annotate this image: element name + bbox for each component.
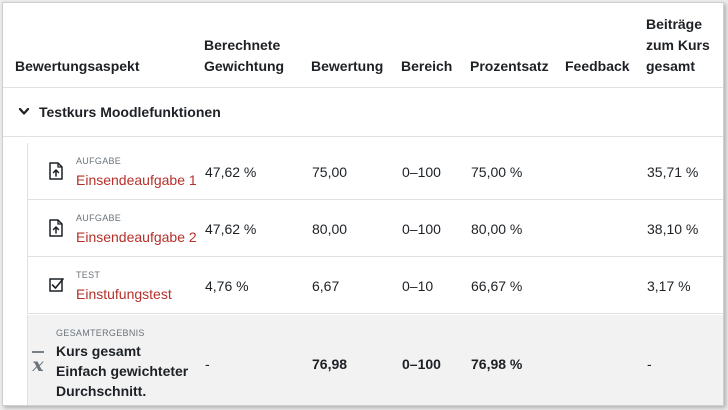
header-contribution: Beiträge zum Kurs gesamt [646, 14, 710, 77]
item-link[interactable]: Einstufungstest [76, 286, 172, 302]
total-type: GESAMTERGEBNIS [56, 328, 145, 338]
cell-percentage: 66,67 % [471, 278, 523, 294]
cell-grade: 80,00 [312, 221, 348, 237]
cell-grade: 6,67 [312, 278, 340, 294]
total-weight: - [205, 356, 210, 372]
item-link[interactable]: Einsendeaufgabe 1 [76, 172, 197, 188]
cell-range: 0–10 [402, 278, 434, 294]
quiz-checkbox-icon [49, 278, 64, 292]
total-contribution: - [647, 356, 652, 372]
cell-range: 0–100 [402, 164, 441, 180]
header-contribution-line1: Beiträge [646, 16, 703, 32]
cell-weight: 4,76 % [205, 278, 249, 294]
svg-text:x: x [31, 354, 44, 375]
header-item: Bewertungsaspekt [15, 58, 140, 74]
item-type: AUFGABE [76, 156, 122, 166]
item-link[interactable]: Einsendeaufgabe 2 [76, 229, 197, 245]
grade-report-table: Bewertungsaspekt Berechnete Gewichtung B… [2, 2, 724, 406]
header-grade: Bewertung [311, 58, 384, 74]
header-range: Bereich [401, 58, 453, 74]
table-header: Bewertungsaspekt Berechnete Gewichtung B… [3, 3, 723, 88]
mean-x-bar-icon: x [31, 351, 44, 375]
assignment-icon [49, 219, 63, 237]
header-weight-line2: Gewichtung [204, 58, 285, 74]
total-percentage: 76,98 % [471, 356, 523, 372]
category-row[interactable]: Testkurs Moodlefunktionen [3, 88, 723, 137]
header-contribution-line2: zum Kurs [646, 37, 710, 53]
total-name: Kurs gesamt [56, 343, 141, 359]
table-row: TEST Einstufungstest 4,76 % 6,67 0–10 66… [27, 257, 723, 314]
table-row: AUFGABE Einsendeaufgabe 2 47,62 % 80,00 … [27, 200, 723, 257]
cell-weight: 47,62 % [205, 164, 257, 180]
cell-percentage: 75,00 % [471, 164, 523, 180]
cell-contribution: 38,10 % [647, 221, 699, 237]
total-method-line2: Durchschnitt. [56, 383, 147, 399]
assignment-icon [49, 162, 63, 180]
category-name: Testkurs Moodlefunktionen [39, 104, 221, 120]
item-type: AUFGABE [76, 213, 122, 223]
header-weight-line1: Berechnete [204, 37, 281, 53]
total-grade: 76,98 [312, 356, 348, 372]
total-method-line1: Einfach gewichteter [56, 363, 189, 379]
cell-contribution: 3,17 % [647, 278, 691, 294]
header-weight: Berechnete Gewichtung [204, 35, 284, 77]
cell-contribution: 35,71 % [647, 164, 699, 180]
chevron-down-icon[interactable] [17, 104, 31, 118]
cell-grade: 75,00 [312, 164, 348, 180]
cell-range: 0–100 [402, 221, 441, 237]
total-range: 0–100 [402, 356, 441, 372]
header-feedback: Feedback [565, 58, 630, 74]
header-percentage: Prozentsatz [470, 58, 549, 74]
course-total-row: x GESAMTERGEBNIS Kurs gesamt Einfach gew… [27, 315, 723, 405]
cell-percentage: 80,00 % [471, 221, 523, 237]
header-contribution-line3: gesamt [646, 58, 696, 74]
item-type: TEST [76, 270, 101, 280]
cell-weight: 47,62 % [205, 221, 257, 237]
table-row: AUFGABE Einsendeaufgabe 1 47,62 % 75,00 … [27, 143, 723, 200]
